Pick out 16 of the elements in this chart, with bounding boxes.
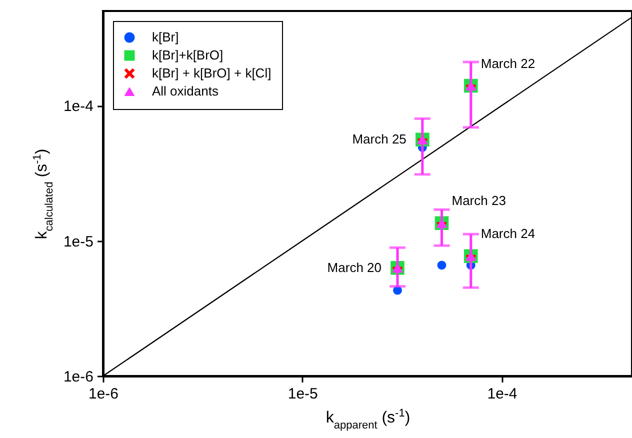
- annotation: March 23: [452, 193, 506, 208]
- y-tick-label: 1e-6: [63, 368, 94, 386]
- annotation: March 24: [480, 226, 536, 242]
- annotation: March 25: [352, 132, 406, 147]
- x-axis-title: k$_{apparent}$ (s$^{-1}$): [326, 408, 410, 432]
- legend-label: k[Br]: [152, 30, 179, 44]
- x-tick-label: 1e-5: [288, 386, 318, 402]
- y-tick-label: 1e-5: [63, 233, 94, 250]
- x-tick-label: 1e-4: [487, 386, 518, 402]
- annotation: March 22: [480, 56, 536, 71]
- y-tick-label: 1e-4: [63, 98, 94, 116]
- legend-label: k[Br] + k[BrO] + k[Cl]: [152, 66, 272, 80]
- annotation: March 20: [327, 260, 382, 275]
- legend-label: All oxidants: [152, 84, 219, 98]
- x-tick-label: 1e-6: [88, 386, 119, 402]
- legend-label: k[Br]+k[BrO]: [152, 48, 224, 62]
